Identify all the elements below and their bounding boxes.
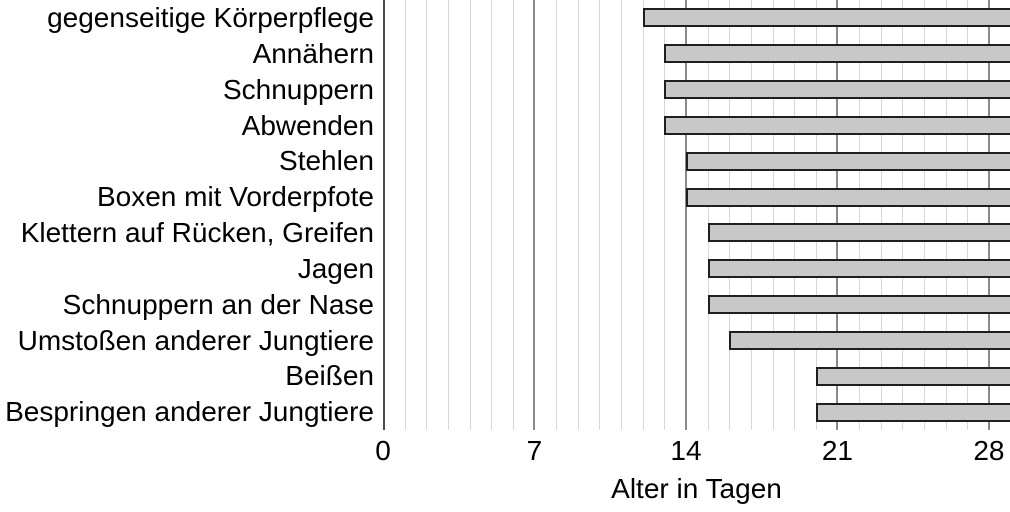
gridline-minor (945, 0, 947, 430)
bar (664, 115, 1010, 135)
gridline-minor (447, 0, 449, 430)
x-tick-label: 7 (526, 435, 543, 466)
gridline-minor (491, 0, 493, 430)
category-label-column: gegenseitige Körperpflege Annähern Schnupp… (0, 0, 383, 430)
x-tick-label: 0 (375, 435, 391, 466)
gridline-minor (815, 0, 817, 430)
gridline-minor (967, 0, 969, 430)
gridline-minor (664, 0, 666, 430)
gridline-minor (426, 0, 428, 430)
gridline-minor (880, 0, 882, 430)
bar (685, 151, 1010, 171)
category-label: Jagen (297, 252, 374, 284)
category-label: Umstoßen anderer Jungtiere (17, 324, 374, 356)
bar (815, 402, 1010, 422)
gridline-minor (772, 0, 774, 430)
gridline-minor (902, 0, 904, 430)
x-tick-label: 28 (973, 435, 1005, 466)
gridline-minor (621, 0, 623, 430)
category-label: Annähern (252, 37, 374, 69)
y-axis-line (383, 0, 385, 430)
category-label: Boxen mit Vorderpfote (96, 181, 374, 213)
gridline-minor (469, 0, 471, 430)
category-label: Beißen (285, 360, 374, 392)
gridline-major (533, 0, 536, 430)
bar (815, 366, 1010, 386)
bar (664, 80, 1010, 100)
gridline-minor (924, 0, 925, 430)
x-axis-title: Alter in Tagen (611, 473, 782, 504)
gridline-minor (794, 0, 796, 430)
gridline-minor (512, 0, 514, 430)
plot-area (383, 0, 1010, 430)
bar (664, 44, 1010, 64)
gridline-minor (599, 0, 601, 430)
gridline-minor (556, 0, 558, 430)
category-label: Klettern auf Rücken, Greifen (20, 217, 374, 248)
category-label: Stehlen (279, 145, 374, 177)
bar (707, 295, 1010, 315)
gridline-minor (642, 0, 644, 430)
bar (729, 330, 1010, 350)
category-label: Schnuppern an der Nase (62, 288, 374, 320)
bar (685, 187, 1010, 207)
gridline-minor (577, 0, 579, 430)
gridline-minor (859, 0, 861, 430)
bar (707, 223, 1010, 243)
gridline-major (684, 0, 687, 430)
category-label: Abwenden (241, 109, 374, 141)
gridline-major (987, 0, 990, 430)
category-label: gegenseitige Körperpflege (47, 2, 374, 33)
gridline-minor (729, 0, 731, 430)
bar (642, 8, 1010, 28)
category-label: Bespringen anderer Jungtiere (5, 396, 374, 428)
x-tick-label: 14 (670, 435, 702, 466)
x-tick-label: 21 (821, 435, 854, 466)
gridline-minor (707, 0, 709, 430)
category-label: Schnuppern (222, 73, 374, 105)
gridline-major (836, 0, 839, 430)
bar (707, 259, 1010, 279)
gridline-minor (404, 0, 406, 430)
gridline-minor (750, 0, 752, 430)
